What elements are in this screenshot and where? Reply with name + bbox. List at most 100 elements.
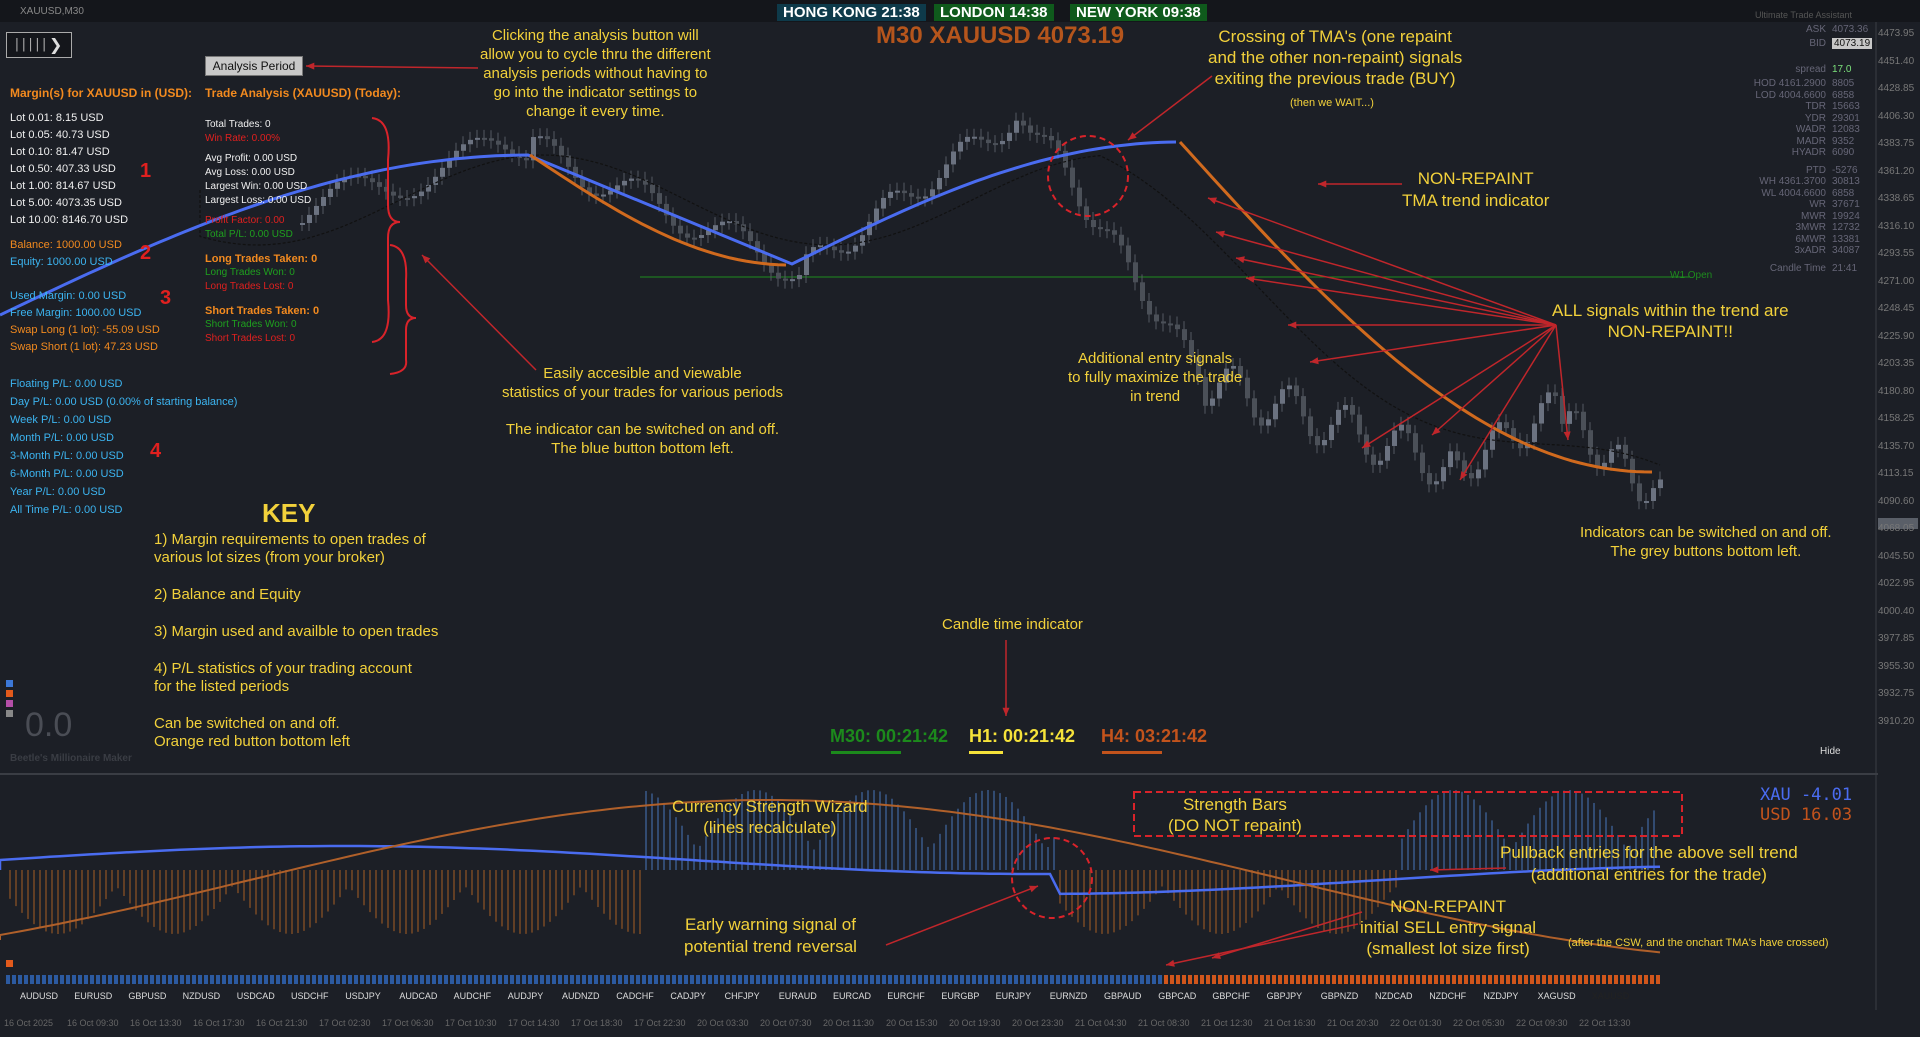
strip-cell bbox=[852, 975, 856, 984]
pl-block: Floating P/L: 0.00 USD Day P/L: 0.00 USD… bbox=[10, 375, 237, 519]
candle-body bbox=[1070, 167, 1075, 188]
year-pl: Year P/L: 0.00 USD bbox=[10, 486, 106, 498]
pair-button[interactable]: EURUSD bbox=[74, 991, 113, 1001]
pair-button[interactable]: EURGBP bbox=[941, 991, 980, 1001]
price-tick: 4090.60 bbox=[1878, 495, 1915, 507]
candle-body bbox=[1259, 417, 1264, 426]
strip-cell bbox=[234, 975, 238, 984]
pair-button[interactable]: GBPCHF bbox=[1212, 991, 1250, 1001]
strip-cell bbox=[834, 975, 838, 984]
strip-cell bbox=[474, 975, 478, 984]
candle-body bbox=[650, 184, 655, 194]
pair-button[interactable]: XAGUSD bbox=[1537, 991, 1576, 1001]
pair-button[interactable]: EURJPY bbox=[995, 991, 1032, 1001]
pair-button[interactable]: EURNZD bbox=[1049, 991, 1088, 1001]
candle-body bbox=[783, 278, 788, 281]
candle-body bbox=[440, 167, 445, 177]
toggle-grey-button[interactable] bbox=[6, 710, 13, 717]
hide-button[interactable]: Hide bbox=[1820, 746, 1841, 757]
candle-body bbox=[1434, 481, 1439, 485]
strip-cell bbox=[204, 975, 208, 984]
strip-cell bbox=[540, 975, 544, 984]
strength-bars-box bbox=[1133, 791, 1683, 837]
pair-button[interactable]: CADCHF bbox=[616, 991, 654, 1001]
stat-row: PTD -5276 bbox=[1726, 165, 1870, 177]
toggle-orange-button[interactable] bbox=[6, 690, 13, 697]
pair-button[interactable]: NZDCHF bbox=[1429, 991, 1467, 1001]
candle-body bbox=[1063, 150, 1068, 168]
strip-cell bbox=[294, 975, 298, 984]
candle-body bbox=[615, 185, 620, 191]
pair-button[interactable]: AUDUSD bbox=[20, 991, 59, 1001]
pair-button[interactable]: AUDCHF bbox=[453, 991, 492, 1001]
long-lost: Long Trades Lost: 0 bbox=[205, 281, 294, 292]
candle-body bbox=[1021, 120, 1026, 126]
candle-body bbox=[1112, 230, 1117, 235]
pair-button[interactable]: CHFJPY bbox=[724, 991, 760, 1001]
annot-strength-bars: Strength Bars (DO NOT repaint) bbox=[1168, 794, 1302, 836]
toggle-blue-button[interactable] bbox=[6, 680, 13, 687]
pair-button[interactable]: AUDNZD bbox=[562, 991, 600, 1001]
annotation-arrow bbox=[885, 885, 1039, 946]
pair-button[interactable]: GBPAUD bbox=[1104, 991, 1142, 1001]
pair-button[interactable]: AUDCAD bbox=[399, 991, 438, 1001]
stat-row: WADR 12083 bbox=[1726, 124, 1870, 136]
strip-cell bbox=[912, 975, 916, 984]
pair-button[interactable]: USDCHF bbox=[291, 991, 329, 1001]
candle-body bbox=[965, 136, 970, 142]
pair-button[interactable]: AUDJPY bbox=[507, 991, 544, 1001]
candle-body bbox=[986, 139, 991, 144]
stat-row: LOD 4004.6600 6858 bbox=[1726, 90, 1870, 102]
strip-cell bbox=[984, 975, 988, 984]
toggle-csw-button[interactable] bbox=[6, 960, 13, 967]
pair-button[interactable]: NZDJPY bbox=[1483, 991, 1519, 1001]
pair-button[interactable]: GBPCAD bbox=[1158, 991, 1197, 1001]
pair-button[interactable]: USDJPY bbox=[345, 991, 381, 1001]
candle-body bbox=[923, 196, 928, 199]
price-tick: 4428.85 bbox=[1878, 83, 1915, 94]
candle-body bbox=[1644, 501, 1649, 504]
strip-cell bbox=[1332, 975, 1336, 984]
date-tick: 20 Oct 19:30 bbox=[949, 1018, 1001, 1028]
candle-body bbox=[944, 164, 949, 178]
arrowhead-icon bbox=[1029, 885, 1038, 893]
pair-button[interactable]: EURAUD bbox=[778, 991, 817, 1001]
key-line: various lot sizes (from your broker) bbox=[154, 549, 385, 566]
strip-cell bbox=[30, 975, 34, 984]
candle-body bbox=[1140, 282, 1145, 301]
strip-cell bbox=[336, 975, 340, 984]
watermark: Beetle's Millionaire Maker bbox=[10, 753, 132, 764]
candle-body bbox=[909, 193, 914, 197]
price-tick: 4158.25 bbox=[1878, 413, 1915, 424]
pair-button[interactable]: NZDUSD bbox=[182, 991, 221, 1001]
annotation-arrow bbox=[1207, 197, 1557, 326]
pair-button[interactable]: NZDCAD bbox=[1375, 991, 1413, 1001]
pair-button[interactable]: GBPJPY bbox=[1266, 991, 1303, 1001]
key-title: KEY bbox=[262, 498, 316, 528]
arrowhead-icon bbox=[306, 62, 315, 70]
strip-cell bbox=[630, 975, 634, 984]
pair-button[interactable]: GBPNZD bbox=[1320, 991, 1359, 1001]
annot-line: (additional entries for the trade) bbox=[1530, 865, 1767, 884]
toggle-purple-button[interactable] bbox=[6, 700, 13, 707]
pair-button[interactable]: USDCAD bbox=[236, 991, 275, 1001]
strip-cell bbox=[1092, 975, 1096, 984]
date-tick: 17 Oct 14:30 bbox=[508, 1018, 560, 1028]
annotation-arrow bbox=[1127, 75, 1213, 141]
pair-button[interactable]: XAUUSD bbox=[1591, 991, 1630, 1001]
strip-cell bbox=[1656, 975, 1660, 984]
nav-toggle-button[interactable]: ||||| ❯ bbox=[6, 32, 72, 58]
strip-cell bbox=[12, 975, 16, 984]
strip-cell bbox=[306, 975, 310, 984]
strip-cell bbox=[258, 975, 262, 984]
analysis-period-button[interactable]: Analysis Period bbox=[205, 56, 303, 76]
strip-cell bbox=[798, 975, 802, 984]
pair-button[interactable]: GBPUSD bbox=[128, 991, 167, 1001]
stat-value: 29301 bbox=[1832, 112, 1860, 124]
pair-button[interactable]: CADJPY bbox=[670, 991, 706, 1001]
candle-body bbox=[1014, 120, 1019, 133]
pair-button[interactable]: EURCAD bbox=[833, 991, 872, 1001]
candle-body bbox=[1203, 377, 1208, 406]
pair-button[interactable]: EURCHF bbox=[887, 991, 925, 1001]
